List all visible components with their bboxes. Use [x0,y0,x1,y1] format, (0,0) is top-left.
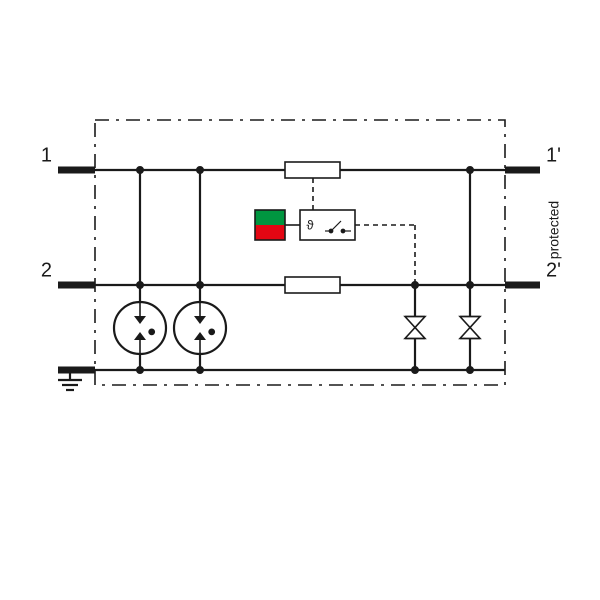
theta-symbol: ϑ [306,217,314,232]
surge-protection-circuit-diagram: ϑ 1 2 1' 2'protected [0,0,600,600]
series-resistor-1 [285,162,340,178]
terminal-label-1': 1' [546,144,561,166]
terminal-label-2: 2 [41,259,52,281]
series-resistor-2 [285,277,340,293]
terminal-label-1: 1 [41,144,52,166]
status-indicator-red [255,225,285,240]
protected-label: protected [546,201,562,259]
terminal-label-2': 2' [546,259,561,281]
status-indicator-green [255,210,285,225]
